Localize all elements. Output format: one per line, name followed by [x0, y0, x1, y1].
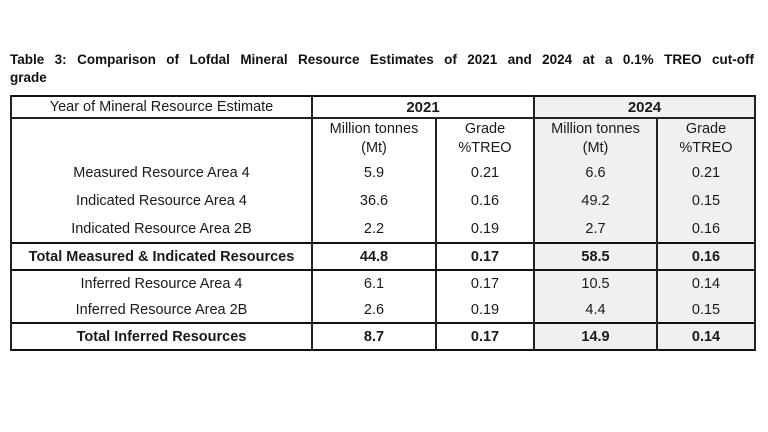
subheader-grade-2024: Grade %TREO — [656, 118, 756, 159]
tonnes-label-line1: Million tonnes — [551, 120, 640, 137]
value-cell-2021-grade: 0.19 — [435, 297, 535, 323]
value-cell-2021-mt: 8.7 — [311, 322, 437, 350]
value-cell-2024-grade: 0.14 — [656, 270, 756, 297]
table-row: Inferred Resource Area 2B 2.6 0.19 4.4 0… — [10, 297, 756, 323]
value-cell-2024-grade: 0.15 — [656, 297, 756, 323]
corner-header-cell: Year of Mineral Resource Estimate — [10, 96, 313, 119]
value-cell-2021-grade: 0.21 — [435, 159, 535, 187]
total-row-measured-indicated: Total Measured & Indicated Resources 44.… — [10, 242, 756, 271]
value-cell-2024-grade: 0.16 — [656, 242, 756, 271]
tonnes-label-line2: (Mt) — [361, 140, 387, 156]
value-cell-2021-grade: 0.17 — [435, 242, 535, 271]
value-cell-2021-grade: 0.16 — [435, 187, 535, 215]
value-cell-2021-grade: 0.17 — [435, 322, 535, 350]
year-2021-header: 2021 — [311, 96, 535, 119]
subheader-tonnes-2021: Million tonnes (Mt) — [311, 118, 437, 159]
value-cell-2024-mt: 6.6 — [533, 159, 658, 187]
year-header-row: Year of Mineral Resource Estimate 2021 2… — [10, 96, 756, 119]
value-cell-2021-mt: 44.8 — [311, 242, 437, 271]
row-label: Inferred Resource Area 4 — [10, 270, 313, 297]
value-cell-2024-grade: 0.14 — [656, 322, 756, 350]
value-cell-2021-mt: 2.6 — [311, 297, 437, 323]
value-cell-2021-mt: 6.1 — [311, 270, 437, 297]
subheader-tonnes-2024: Million tonnes (Mt) — [533, 118, 658, 159]
grade-label-line2: %TREO — [458, 140, 512, 156]
row-label: Measured Resource Area 4 — [10, 159, 313, 187]
table-title-line2: grade — [10, 69, 47, 85]
resource-comparison-table: Year of Mineral Resource Estimate 2021 2… — [10, 95, 756, 351]
value-cell-2024-mt: 4.4 — [533, 297, 658, 323]
tonnes-label-line1: Million tonnes — [329, 120, 419, 137]
value-cell-2024-mt: 58.5 — [533, 242, 658, 271]
grade-label-line1: Grade — [685, 120, 727, 137]
value-cell-2021-grade: 0.17 — [435, 270, 535, 297]
value-cell-2024-grade: 0.21 — [656, 159, 756, 187]
grade-label-line2: %TREO — [679, 140, 733, 156]
table-row: Inferred Resource Area 4 6.1 0.17 10.5 0… — [10, 270, 756, 297]
value-cell-2024-mt: 10.5 — [533, 270, 658, 297]
tonnes-label-line2: (Mt) — [582, 140, 609, 156]
value-cell-2024-mt: 2.7 — [533, 215, 658, 243]
row-label: Indicated Resource Area 2B — [10, 215, 313, 243]
grade-label-line1: Grade — [464, 120, 506, 137]
value-cell-2024-grade: 0.16 — [656, 215, 756, 243]
value-cell-2024-grade: 0.15 — [656, 187, 756, 215]
value-cell-2021-mt: 5.9 — [311, 159, 437, 187]
subheader-row: Million tonnes (Mt) Grade %TREO Million … — [10, 118, 756, 159]
total-row-inferred: Total Inferred Resources 8.7 0.17 14.9 0… — [10, 322, 756, 350]
table-row: Measured Resource Area 4 5.9 0.21 6.6 0.… — [10, 159, 756, 187]
value-cell-2024-mt: 14.9 — [533, 322, 658, 350]
value-cell-2021-grade: 0.19 — [435, 215, 535, 243]
value-cell-2024-mt: 49.2 — [533, 187, 658, 215]
subheader-grade-2021: Grade %TREO — [435, 118, 535, 159]
table-row: Indicated Resource Area 2B 2.2 0.19 2.7 … — [10, 215, 756, 243]
year-2024-header: 2024 — [533, 96, 756, 119]
row-label: Indicated Resource Area 4 — [10, 187, 313, 215]
table-title-line1: Table 3: Comparison of Lofdal Mineral Re… — [10, 52, 754, 67]
value-cell-2021-mt: 2.2 — [311, 215, 437, 243]
row-label: Inferred Resource Area 2B — [10, 297, 313, 323]
row-label: Total Inferred Resources — [10, 322, 313, 350]
row-label: Total Measured & Indicated Resources — [10, 242, 313, 271]
table-row: Indicated Resource Area 4 36.6 0.16 49.2… — [10, 187, 756, 215]
empty-header-cell — [10, 118, 313, 159]
value-cell-2021-mt: 36.6 — [311, 187, 437, 215]
table-title: Table 3: Comparison of Lofdal Mineral Re… — [10, 51, 754, 86]
